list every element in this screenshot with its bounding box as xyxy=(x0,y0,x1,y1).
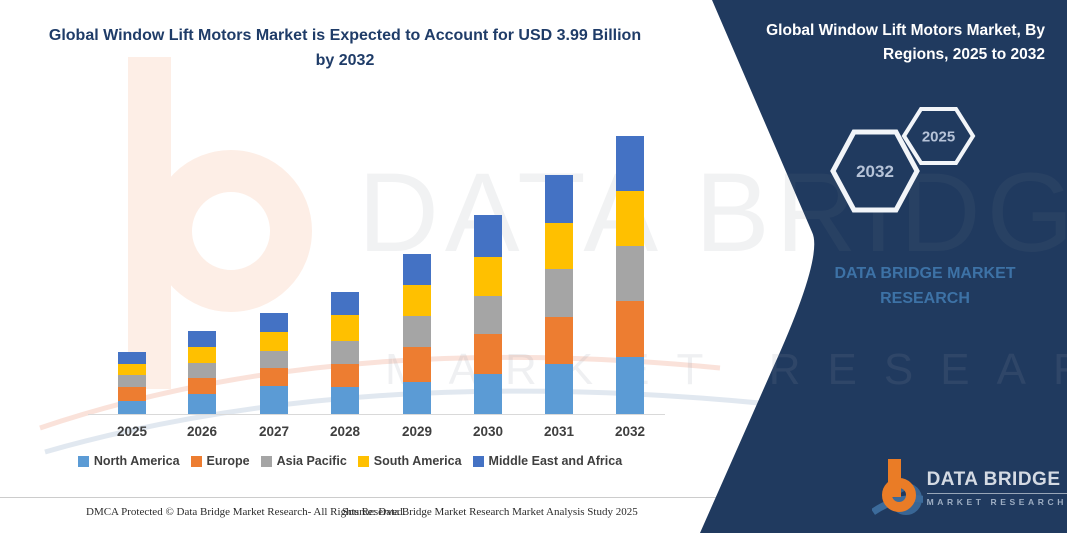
bar-segment-europe xyxy=(545,317,573,364)
bar-segment-europe xyxy=(331,364,359,387)
x-axis-label-2026: 2026 xyxy=(186,424,218,439)
logo-name-text: DATA BRIDGE xyxy=(926,469,1067,494)
hexagon-year-badges: 2025 2032 xyxy=(830,107,976,213)
hexagon-2032-label: 2032 xyxy=(856,162,894,181)
bar-segment-middle-east-and-africa xyxy=(260,313,288,332)
bar-segment-south-america xyxy=(616,191,644,246)
footer-dmca-text: DMCA Protected © Data Bridge Market Rese… xyxy=(86,506,406,518)
hexagon-2025 xyxy=(901,107,976,165)
legend-swatch xyxy=(260,455,272,467)
x-axis-label-2025: 2025 xyxy=(116,424,148,439)
bar-segment-asia-pacific xyxy=(616,246,644,301)
legend-swatch xyxy=(77,455,89,467)
bar-segment-north-america xyxy=(331,387,359,414)
bar-segment-north-america xyxy=(616,357,644,414)
hexagon-2025-label: 2025 xyxy=(922,129,955,146)
legend-item-north-america: North America xyxy=(77,454,180,468)
bar-segment-middle-east-and-africa xyxy=(403,254,431,285)
sidebar-brand-text: DATA BRIDGE MARKET RESEARCH xyxy=(834,265,1016,307)
bar-segment-europe xyxy=(118,387,146,401)
footer-divider xyxy=(0,497,1067,498)
bar-segment-north-america xyxy=(474,374,502,414)
bar-segment-middle-east-and-africa xyxy=(118,352,146,364)
bar-segment-asia-pacific xyxy=(545,269,573,317)
bar-segment-europe xyxy=(474,334,502,374)
bar-segment-north-america xyxy=(118,401,146,414)
bar-segment-middle-east-and-africa xyxy=(616,136,644,191)
x-axis-label-2032: 2032 xyxy=(614,424,646,439)
legend-label: South America xyxy=(373,454,462,468)
legend-item-south-america: South America xyxy=(357,454,462,468)
bar-segment-asia-pacific xyxy=(260,351,288,368)
legend-swatch xyxy=(357,455,369,467)
bar-segment-europe xyxy=(616,301,644,357)
bar-segment-north-america xyxy=(545,364,573,414)
bar-segment-middle-east-and-africa xyxy=(331,292,359,315)
x-axis-line xyxy=(88,414,665,415)
bar-segment-north-america xyxy=(403,382,431,414)
bar-segment-south-america xyxy=(403,285,431,316)
legend-item-europe: Europe xyxy=(190,454,250,468)
legend-label: North America xyxy=(93,454,180,468)
bar-segment-south-america xyxy=(474,257,502,296)
bar-segment-europe xyxy=(260,368,288,386)
sidebar-title: Global Window Lift Motors Market, By Reg… xyxy=(766,22,1045,64)
legend-label: Europe xyxy=(206,454,250,468)
bar-segment-south-america xyxy=(545,223,573,269)
databridge-logo-icon xyxy=(872,459,923,515)
bar-segment-asia-pacific xyxy=(188,363,216,378)
bar-segment-south-america xyxy=(118,364,146,375)
legend-swatch xyxy=(190,455,202,467)
bar-segment-north-america xyxy=(188,394,216,414)
legend: North America Europe Asia Pacific South Ame… xyxy=(40,454,660,468)
legend-swatch xyxy=(472,455,484,467)
legend-label: Middle East and Africa xyxy=(488,454,623,468)
bar-segment-asia-pacific xyxy=(118,375,146,387)
logo-sub-text: MARKET RESEARCH xyxy=(926,497,1067,507)
bar-segment-middle-east-and-africa xyxy=(545,175,573,223)
bar-segment-europe xyxy=(403,347,431,382)
bar-segment-south-america xyxy=(260,332,288,351)
footer-source-text: Source: Data Bridge Market Research Mark… xyxy=(342,506,638,518)
bar-segment-europe xyxy=(188,378,216,394)
bar-segment-north-america xyxy=(260,386,288,414)
bar-segment-asia-pacific xyxy=(331,341,359,364)
x-axis-label-2027: 2027 xyxy=(258,424,290,439)
bar-segment-south-america xyxy=(188,347,216,363)
bar-segment-south-america xyxy=(331,315,359,341)
bar-segment-middle-east-and-africa xyxy=(474,215,502,257)
legend-item-middle-east-and-africa: Middle East and Africa xyxy=(472,454,623,468)
bar-segment-middle-east-and-africa xyxy=(188,331,216,347)
x-axis-label-2030: 2030 xyxy=(472,424,504,439)
chart-title: Global Window Lift Motors Market is Expe… xyxy=(48,27,642,69)
bar-segment-asia-pacific xyxy=(403,316,431,347)
legend-label: Asia Pacific xyxy=(276,454,347,468)
x-axis-label-2031: 2031 xyxy=(543,424,575,439)
x-axis-label-2028: 2028 xyxy=(329,424,361,439)
legend-item-asia-pacific: Asia Pacific xyxy=(260,454,347,468)
bar-segment-asia-pacific xyxy=(474,296,502,334)
databridge-logo: DATA BRIDGE MARKET RESEARCH xyxy=(872,448,1067,528)
x-axis-label-2029: 2029 xyxy=(401,424,433,439)
hexagon-2032 xyxy=(830,129,920,213)
